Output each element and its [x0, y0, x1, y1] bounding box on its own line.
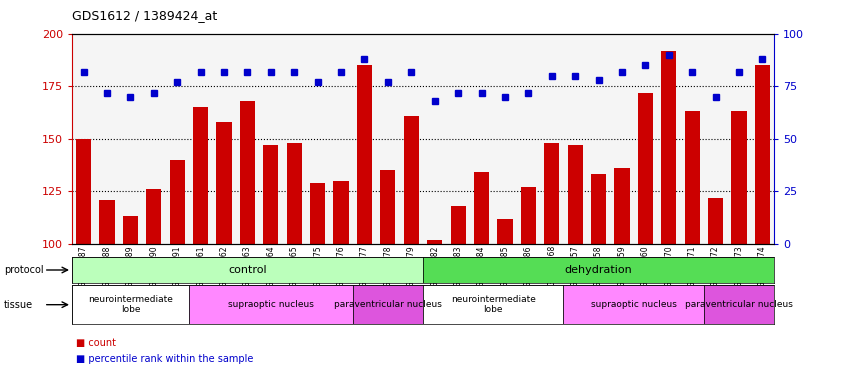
Bar: [662, 51, 676, 244]
Bar: [423, 257, 774, 283]
Bar: [427, 240, 442, 244]
Text: tissue: tissue: [4, 300, 33, 310]
Text: neurointermediate
lobe: neurointermediate lobe: [451, 295, 536, 314]
Bar: [170, 160, 184, 244]
Text: dehydration: dehydration: [564, 265, 633, 275]
Bar: [146, 189, 162, 244]
Bar: [217, 122, 232, 244]
Bar: [591, 174, 606, 244]
Bar: [684, 111, 700, 244]
Bar: [240, 101, 255, 244]
Bar: [123, 216, 138, 244]
Bar: [704, 285, 774, 324]
Bar: [310, 183, 325, 244]
Bar: [72, 257, 423, 283]
Bar: [72, 285, 189, 324]
Text: protocol: protocol: [4, 265, 44, 275]
Text: supraoptic nucleus: supraoptic nucleus: [591, 300, 677, 309]
Bar: [544, 143, 559, 244]
Bar: [189, 285, 353, 324]
Bar: [474, 172, 489, 244]
Bar: [287, 143, 302, 244]
Bar: [614, 168, 629, 244]
Text: paraventricular nucleus: paraventricular nucleus: [334, 300, 442, 309]
Text: ■ count: ■ count: [76, 338, 116, 348]
Text: neurointermediate
lobe: neurointermediate lobe: [88, 295, 173, 314]
Bar: [76, 139, 91, 244]
Bar: [381, 170, 395, 244]
Bar: [708, 198, 723, 244]
Bar: [638, 93, 653, 244]
Text: GDS1612 / 1389424_at: GDS1612 / 1389424_at: [72, 9, 217, 22]
Bar: [353, 285, 423, 324]
Bar: [732, 111, 746, 244]
Text: control: control: [228, 265, 266, 275]
Bar: [193, 107, 208, 244]
Bar: [100, 200, 114, 244]
Bar: [333, 181, 349, 244]
Bar: [521, 187, 536, 244]
Bar: [404, 116, 419, 244]
Bar: [263, 145, 278, 244]
Text: supraoptic nucleus: supraoptic nucleus: [228, 300, 314, 309]
Bar: [497, 219, 513, 244]
Bar: [451, 206, 465, 244]
Bar: [755, 65, 770, 244]
Bar: [568, 145, 583, 244]
Bar: [563, 285, 704, 324]
Text: ■ percentile rank within the sample: ■ percentile rank within the sample: [76, 354, 254, 364]
Bar: [357, 65, 372, 244]
Bar: [423, 285, 563, 324]
Text: paraventricular nucleus: paraventricular nucleus: [685, 300, 793, 309]
